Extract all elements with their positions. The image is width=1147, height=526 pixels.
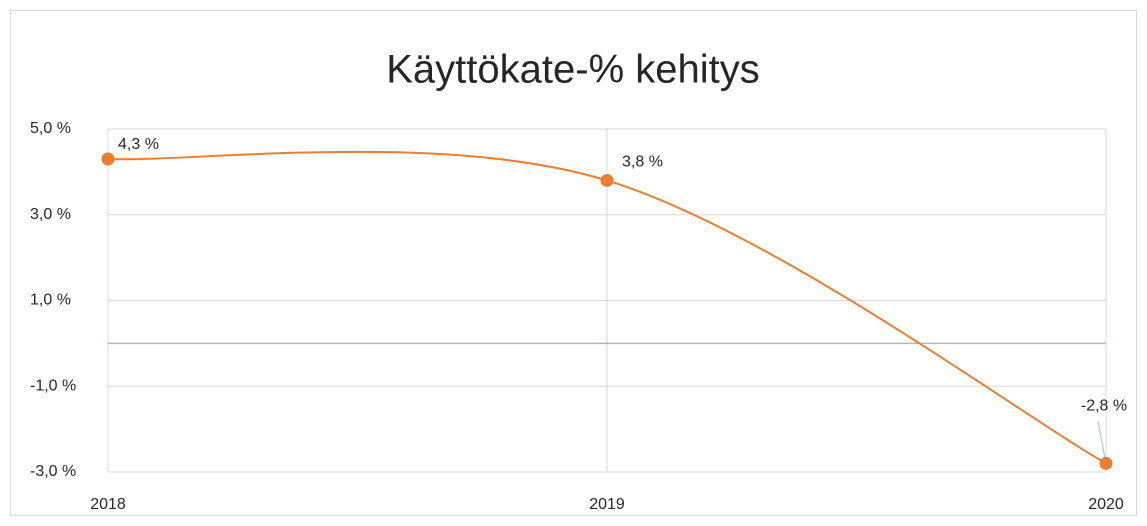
data-label: 3,8 % [622, 154, 663, 171]
chart-frame [10, 10, 1137, 516]
data-label: 4,3 % [118, 136, 159, 153]
y-tick-label: 1,0 % [30, 292, 71, 309]
leader-line [1097, 421, 1107, 464]
y-tick-label: -1,0 % [30, 377, 76, 394]
y-tick-label: 3,0 % [30, 206, 71, 223]
x-tick-label: 2020 [1088, 496, 1124, 513]
chart-title: Käyttökate-% kehitys [386, 48, 760, 92]
y-tick-label: -3,0 % [30, 463, 76, 480]
marker [101, 152, 115, 166]
data-label: -2,8 % [1081, 398, 1127, 415]
y-tick-label: 5,0 % [30, 120, 71, 137]
marker [1099, 456, 1113, 470]
x-tick-label: 2019 [589, 496, 625, 513]
x-tick-label: 2018 [90, 496, 126, 513]
marker [600, 173, 614, 187]
